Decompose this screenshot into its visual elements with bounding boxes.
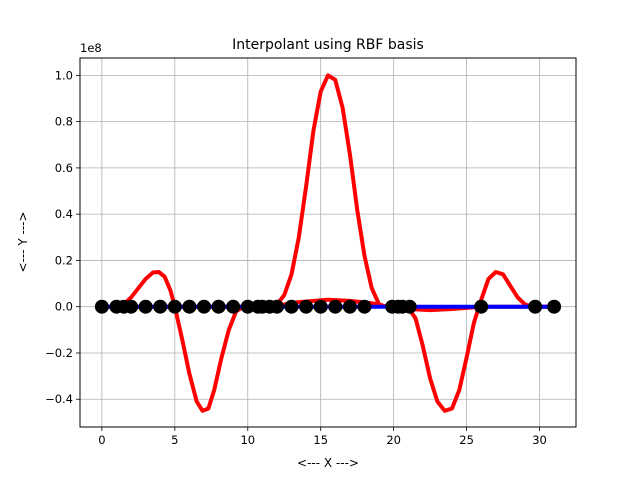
data-point (402, 299, 417, 314)
y-tick-label: 0.4 (55, 207, 73, 221)
plot-frame (79, 57, 577, 428)
data-point (94, 299, 109, 314)
x-tick-label: 20 (386, 433, 401, 447)
y-tick-label: −0.4 (45, 392, 73, 406)
y-tick-label: 1.0 (55, 68, 73, 82)
data-point (226, 299, 241, 314)
y-tick-label: 0.6 (55, 161, 73, 175)
data-point (299, 299, 314, 314)
data-point (328, 299, 343, 314)
plot-area (94, 73, 562, 413)
y-tick-label: 0.0 (55, 300, 73, 314)
y-axis-label: <--- Y ---> (16, 211, 30, 272)
series-layer (94, 73, 562, 413)
data-point (138, 299, 153, 314)
y-tick-label: 0.8 (55, 115, 73, 129)
data-point (342, 299, 357, 314)
data-point (240, 299, 255, 314)
data-point (124, 299, 139, 314)
x-tick-label: 30 (532, 433, 547, 447)
data-point (528, 299, 543, 314)
y-tick-label: −0.2 (45, 346, 73, 360)
data-point (167, 299, 182, 314)
x-tick-label: 0 (98, 433, 105, 447)
series-line-0 (114, 73, 557, 413)
x-axis-label: <--- X ---> (297, 456, 359, 470)
data-point (197, 299, 211, 314)
data-point (547, 299, 562, 314)
x-tick-label: 15 (313, 433, 328, 447)
ticks: 0 5 10 15 20 25 30 −0.4 −0.2 0.0 0.2 0.4 0.6 0.8 1.0 (45, 68, 547, 447)
data-point (269, 299, 284, 314)
y-tick-label: 0.2 (55, 253, 73, 267)
x-tick-label: 10 (240, 433, 255, 447)
data-point (357, 299, 372, 314)
x-tick-label: 25 (459, 433, 474, 447)
grid (80, 58, 576, 427)
data-point (474, 299, 489, 314)
chart-title: Interpolant using RBF basis (232, 37, 424, 53)
x-tick-label: 5 (171, 433, 178, 447)
data-point (153, 299, 168, 314)
data-point (211, 299, 226, 314)
data-point (182, 299, 197, 314)
data-point (284, 299, 299, 314)
y-scale-label: 1e8 (80, 41, 102, 55)
data-point (313, 299, 328, 314)
